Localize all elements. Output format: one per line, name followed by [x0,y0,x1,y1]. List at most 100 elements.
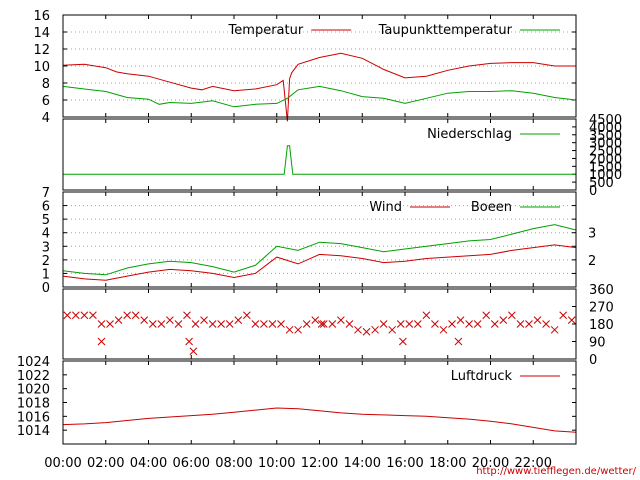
wind-direction-point [516,320,525,328]
wind-direction-point [97,337,106,346]
wind-direction-point [157,320,166,328]
wind-direction-point [508,311,516,320]
wind-direction-point [439,325,448,334]
y-tick-label: 3500 [589,129,622,144]
y-tick-label: 5 [42,213,50,228]
wind-direction-point [260,320,268,328]
wind-direction-point [482,311,491,320]
legend-label: Boeen [471,200,512,215]
y-tick-label: 4 [42,227,50,242]
wind-direction-point [234,316,243,324]
y-tick-label: 4000 [589,121,622,136]
x-tick-label: 00:00 [44,456,81,471]
wind-direction-point [285,325,294,334]
x-tick-label: 14:00 [344,456,381,471]
wind-direction-point [97,320,106,328]
wind-direction-point [399,337,407,346]
y2-tick-label: 2 [588,254,596,269]
wind-direction-point [354,325,362,334]
wind-direction-point [396,320,405,328]
y-tick-label: 1016 [17,410,50,425]
wind-direction-point [183,311,191,320]
time-axis: 00:00 02:00 04:00 06:00 08:00 10:00 12:00 14:00… [44,456,552,471]
x-tick-label: 22:00 [515,456,552,471]
y-tick-label: 4 [42,111,50,126]
y-tick-label: 16 [33,9,50,24]
y2-tick-label: 3 [588,227,596,242]
wind-direction-point [371,325,379,334]
wind-frame [62,191,577,288]
wind-direction-point [225,320,234,328]
precipitation-frame [62,118,577,191]
wind-direction-point [328,320,337,328]
wind-direction-point [311,316,320,324]
wind-direction-point [268,320,277,328]
source-link[interactable]: http://www.tiefflegen.de/wetter/ [476,466,636,477]
y-tick-label: 8 [42,77,50,92]
y-tick-label: 270 [589,301,614,316]
wind-direction-point [533,316,542,324]
wind-direction-point [542,320,550,328]
y-tick-label: 2000 [589,152,622,167]
wind-direction-point [148,320,157,328]
wind-direction-point [208,320,217,328]
x-tick-label: 04:00 [130,456,167,471]
y-tick-label: 1020 [17,383,50,398]
wind-direction-point [140,316,149,324]
y-tick-label: 360 [589,283,614,298]
y-tick-label: 1014 [17,424,50,439]
wind-direction-point [106,320,114,328]
y-tick-label: 1024 [17,355,50,370]
x-tick-label: 08:00 [215,456,252,471]
wind-direction-point [362,327,371,336]
y-tick-label: 180 [589,318,614,333]
wind-direction-point [89,311,97,320]
wind-direction-point [559,311,568,320]
chart-panels: 46810121416TaupunkttemperaturTemperatur0… [17,9,622,445]
y-tick-label: 7 [42,186,50,201]
wind-direction-point [388,325,397,334]
temperature-frame [62,14,577,118]
wind-direction-point [448,320,456,328]
y-tick-label: 12 [33,43,50,58]
wind-direction-point [567,316,576,324]
legend-label: Niederschlag [427,127,512,142]
y-tick-label: 0 [42,281,50,296]
wind-direction-point [217,320,226,328]
x-tick-label: 16:00 [386,456,423,471]
niederschlag-line [63,145,576,175]
temperatur-line [62,52,576,122]
y-tick-label: 4500 [589,113,622,128]
wind-direction-point [277,320,285,328]
x-tick-label: 02:00 [87,456,124,471]
y-tick-label: 90 [589,336,606,351]
wind-direction-point [294,325,302,334]
y-tick-label: 1000 [589,168,622,183]
wind-direction-point [379,320,388,328]
wind-direction-point [413,320,422,328]
legend-label: Luftdruck [451,369,513,384]
legend-label: Wind [369,200,402,215]
boeen-line [62,224,577,276]
legend-label: Taupunkttemperatur [378,23,513,38]
y-tick-label: 2500 [589,145,622,160]
wind-direction-point [317,320,326,328]
wind-direction-point [454,337,463,346]
wind-direction-point [114,316,123,324]
wind_direction-panel: 0 90 180 270 360 [62,283,614,368]
wind-direction-point [63,311,72,320]
wind-direction-point [123,311,131,320]
wind-direction-point [525,320,533,328]
legend-label: Temperatur [228,23,304,38]
wind-line [62,244,577,281]
luftdruck-line [62,407,577,433]
y-tick-label: 3 [42,240,50,255]
wind-direction-point [242,311,251,320]
wind-direction-point [345,320,354,328]
wind-direction-point [189,347,198,356]
wind-direction-point [456,316,465,324]
pressure-frame [62,360,577,445]
y-tick-label: 6 [42,94,50,109]
